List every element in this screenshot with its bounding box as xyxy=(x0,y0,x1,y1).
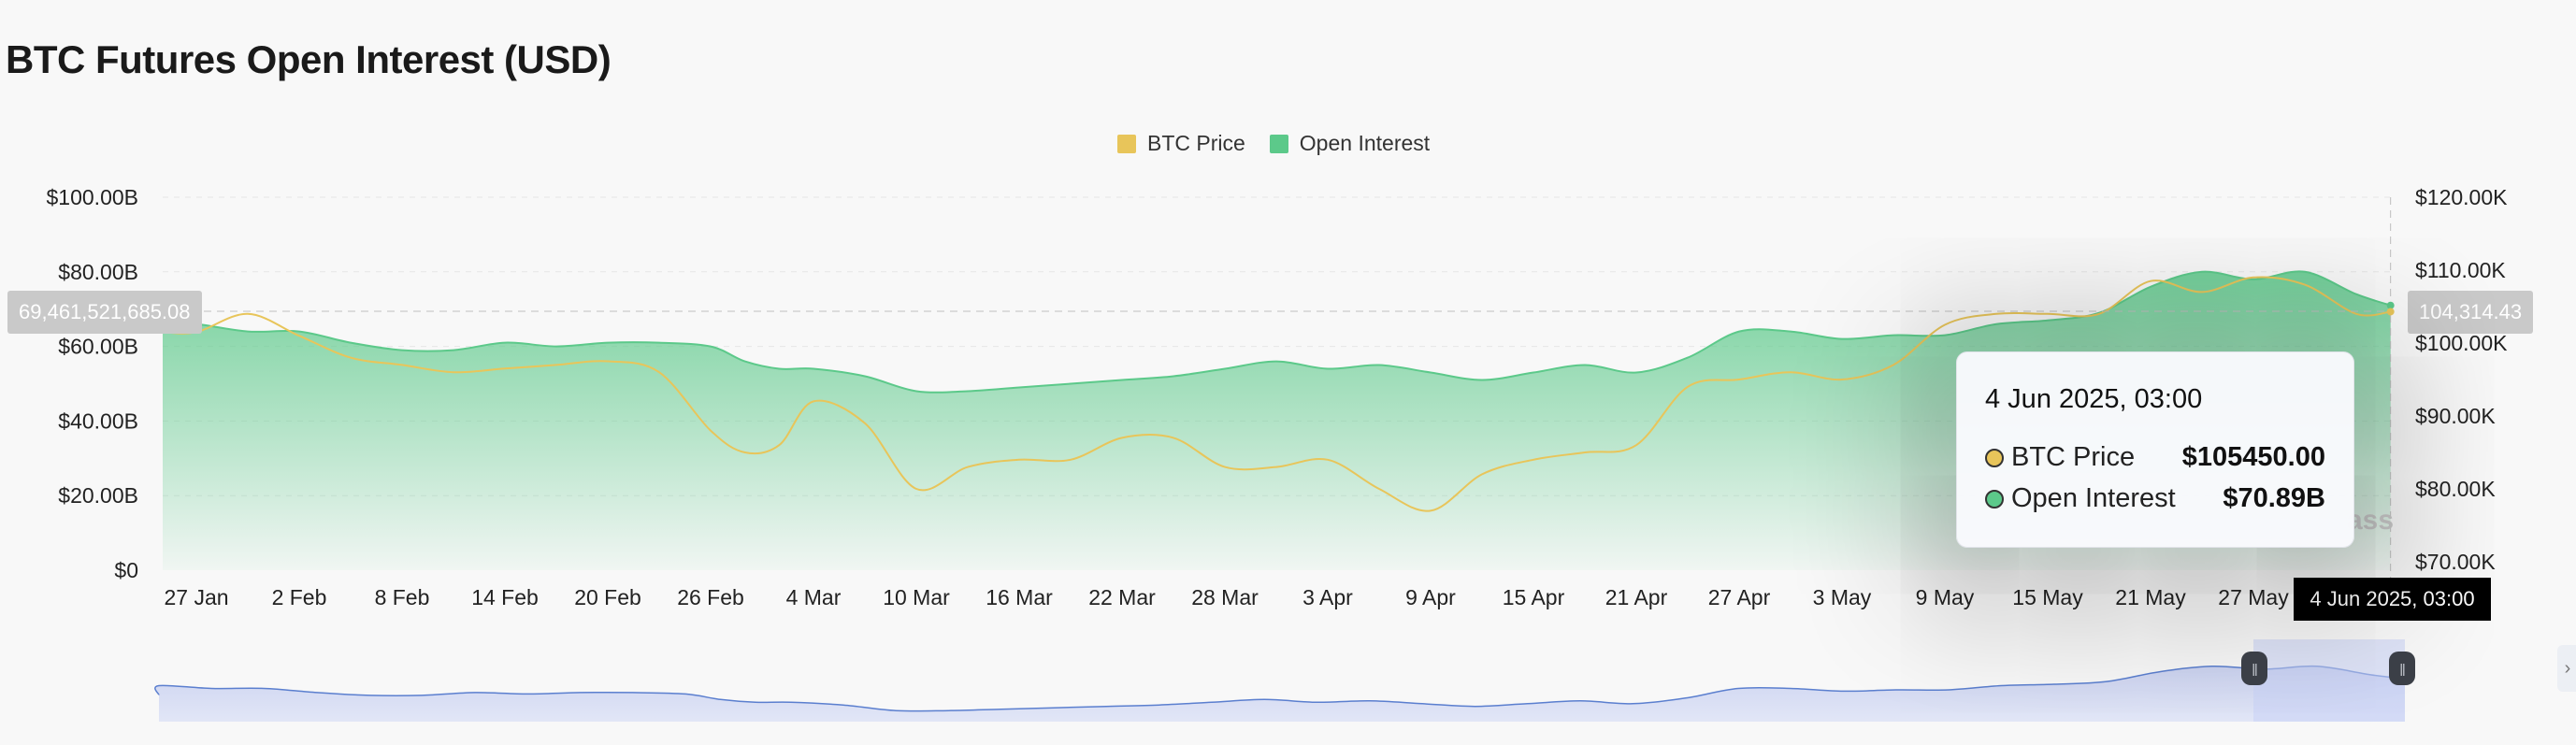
tooltip-row-btc-price: BTC Price $105450.00 xyxy=(1985,442,2325,473)
y-left-tick-label: $20.00B xyxy=(58,483,138,508)
tooltip-label-open-interest: Open Interest xyxy=(2011,483,2176,513)
tooltip-dot-open-interest xyxy=(1985,489,2004,509)
x-tick-label: 20 Feb xyxy=(574,585,641,609)
x-tick-label: 21 Apr xyxy=(1605,585,1668,609)
x-tick-label: 27 May xyxy=(2218,585,2289,609)
crosshair-right-value: 104,314.43 xyxy=(2408,291,2534,334)
chart-title: BTC Futures Open Interest (USD) xyxy=(6,37,612,81)
watermark: ass xyxy=(2347,505,2395,536)
y-right-tick-label: $120.00K xyxy=(2415,185,2508,209)
navigator-line xyxy=(154,665,2406,712)
x-tick-label: 9 May xyxy=(1916,585,1975,609)
tooltip-label-btc-price: BTC Price xyxy=(2011,442,2136,472)
x-tick-label: 15 Apr xyxy=(1503,585,1565,609)
x-tick-label: 28 Mar xyxy=(1191,585,1259,609)
x-tick-label: 8 Feb xyxy=(375,585,430,609)
x-tick-label: 3 May xyxy=(1813,585,1872,609)
chart-legend: BTC Price Open Interest xyxy=(1117,131,1430,156)
x-tick-label: 4 Mar xyxy=(786,585,842,609)
x-tick-label: 9 Apr xyxy=(1405,585,1456,609)
legend-label-open-interest: Open Interest xyxy=(1299,131,1431,155)
x-tick-label: 27 Apr xyxy=(1708,585,1771,609)
series-line-btc-price xyxy=(162,276,2391,512)
y-left-tick-label: $0 xyxy=(114,558,138,582)
y-right-tick-label: $100.00K xyxy=(2415,331,2508,355)
y-right-tick-label: $70.00K xyxy=(2415,550,2496,574)
tooltip-value-open-interest: $70.89B xyxy=(2223,483,2325,513)
x-tick-label: 10 Mar xyxy=(883,585,950,609)
x-tick-label: 22 Mar xyxy=(1088,585,1156,609)
y-left-tick-label: $60.00B xyxy=(58,335,138,359)
legend-item-open-interest[interactable]: Open Interest xyxy=(1269,131,1431,156)
x-tick-label: 21 May xyxy=(2115,585,2186,609)
x-tick-label: 16 Mar xyxy=(986,585,1053,609)
legend-label-btc-price: BTC Price xyxy=(1147,131,1245,155)
legend-swatch-open-interest xyxy=(1269,134,1288,153)
tooltip-dot-btc-price xyxy=(1985,448,2004,467)
y-left-tick-label: $100.00B xyxy=(47,185,138,209)
x-tick-label: 15 May xyxy=(2012,585,2083,609)
navigator-handle-left[interactable]: || xyxy=(2241,652,2267,685)
x-tick-label: 27 Jan xyxy=(164,585,228,609)
x-tick-label: 14 Feb xyxy=(471,585,539,609)
crosshair-point-open-interest xyxy=(2386,301,2395,309)
legend-item-btc-price[interactable]: BTC Price xyxy=(1117,131,1245,156)
x-tick-label: 3 Apr xyxy=(1302,585,1353,609)
y-left-tick-label: $80.00B xyxy=(58,260,138,284)
x-tick-label: 26 Feb xyxy=(677,585,744,609)
navigator-handle-right[interactable]: || xyxy=(2389,652,2415,685)
legend-swatch-btc-price xyxy=(1117,134,1136,153)
x-tick-label: 2 Feb xyxy=(272,585,327,609)
y-right-tick-label: $80.00K xyxy=(2415,477,2496,501)
tooltip-value-btc-price: $105450.00 xyxy=(2181,442,2325,472)
navigator-selection xyxy=(2253,639,2405,722)
chart-tooltip: 4 Jun 2025, 03:00 BTC Price $105450.00 O… xyxy=(1956,351,2354,548)
y-left-tick-label: $40.00B xyxy=(58,408,138,433)
crosshair-point-btc-price xyxy=(2386,308,2395,316)
series-area-open-interest xyxy=(163,271,2391,570)
crosshair-date-badge: 4 Jun 2025, 03:00 xyxy=(2294,578,2491,621)
tooltip-row-open-interest: Open Interest $70.89B xyxy=(1985,483,2325,514)
tooltip-title: 4 Jun 2025, 03:00 xyxy=(1985,384,2203,414)
chevron-right-icon[interactable]: › xyxy=(2557,645,2576,692)
y-right-tick-label: $90.00K xyxy=(2415,404,2496,428)
y-right-tick-label: $110.00K xyxy=(2415,258,2506,282)
series-line-open-interest xyxy=(162,270,2392,394)
crosshair-left-value: 69,461,521,685.08 xyxy=(7,291,202,334)
navigator-area xyxy=(154,666,2405,722)
